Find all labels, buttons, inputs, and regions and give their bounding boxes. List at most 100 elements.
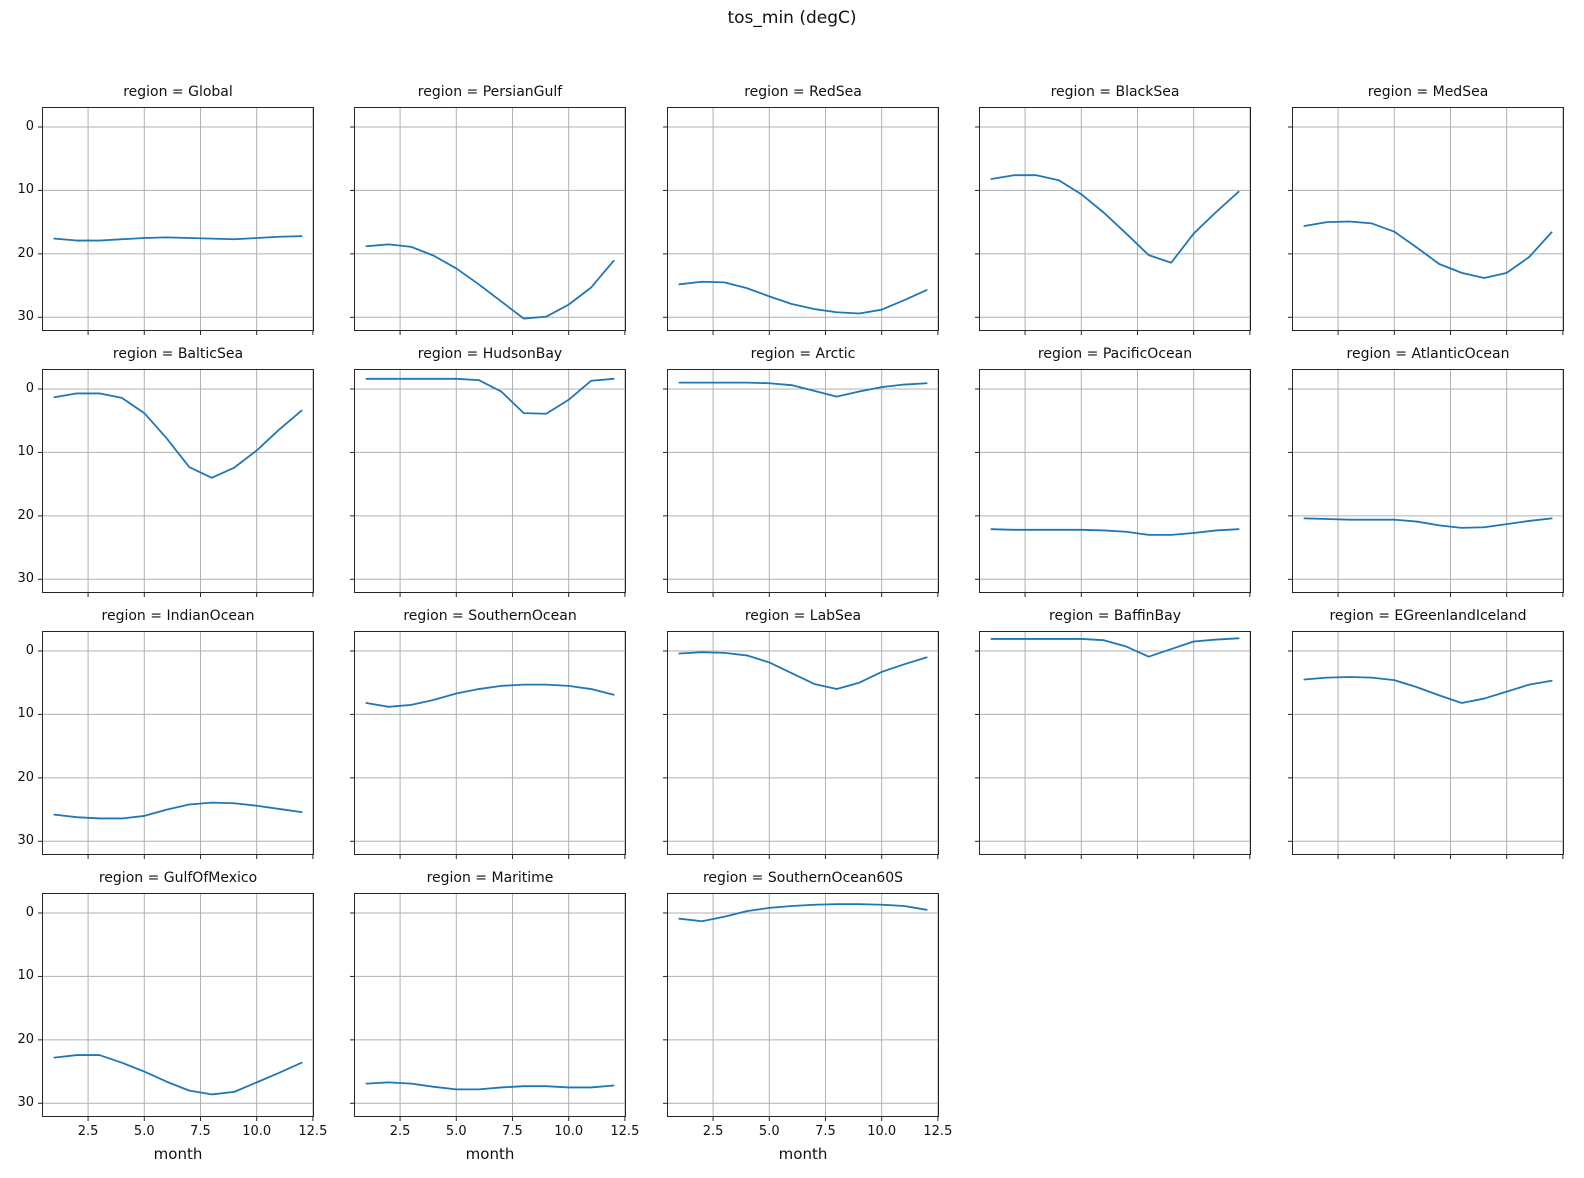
axes-frame — [1292, 369, 1564, 593]
facet-plot-BlackSea — [975, 107, 1251, 335]
tick-marks — [350, 912, 626, 1121]
line-series-BaffinBay — [990, 637, 1240, 658]
axes-frame — [354, 107, 626, 331]
x-tick-label: 10.0 — [867, 1124, 897, 1139]
axes-frame — [42, 369, 314, 593]
facet-title-MedSea: region = MedSea — [1367, 84, 1489, 100]
x-tick-label: 7.5 — [815, 1124, 836, 1139]
x-tick-label: 7.5 — [190, 1124, 211, 1139]
gridlines — [354, 631, 626, 855]
facet-plot-SouthernOcean60S — [663, 893, 939, 1121]
y-tick-label: 30 — [17, 1095, 34, 1111]
line-series-Arctic — [678, 381, 928, 398]
y-tick-label: 30 — [17, 571, 34, 587]
facet-plot-BalticSea — [38, 369, 314, 597]
tick-marks — [1288, 650, 1564, 859]
y-tick-label: 10 — [17, 968, 34, 984]
axes-frame — [42, 631, 314, 855]
x-tick-label: 12.5 — [298, 1124, 328, 1139]
facet-plot-IndianOcean — [38, 631, 314, 859]
tick-marks — [975, 388, 1251, 597]
gridlines — [979, 107, 1251, 331]
facet-plot-Global — [38, 107, 314, 335]
line-series-LabSea — [678, 651, 928, 690]
gridlines — [667, 893, 939, 1117]
x-tick-label: 7.5 — [502, 1124, 523, 1139]
tick-marks — [38, 650, 314, 859]
x-tick-label: 2.5 — [77, 1124, 99, 1139]
gridlines — [667, 631, 939, 855]
facet-plot-LabSea — [663, 631, 939, 859]
axes-frame — [354, 369, 626, 593]
y-tick-label: 0 — [25, 380, 34, 396]
y-tick-label: 30 — [17, 309, 34, 325]
x-axis-label: month — [153, 1145, 203, 1163]
tick-marks — [38, 126, 314, 335]
facet-plot-BaffinBay — [975, 631, 1251, 859]
y-tick-label: 20 — [17, 1031, 34, 1047]
line-series-EGreenlandIceland — [1303, 676, 1553, 704]
axes-frame — [667, 631, 939, 855]
facet-plot-MedSea — [1288, 107, 1564, 335]
facet-title-Maritime: region = Maritime — [426, 870, 554, 886]
facet-title-SouthernOcean60S: region = SouthernOcean60S — [702, 870, 904, 886]
y-tick-label: 10 — [17, 706, 34, 722]
axes-frame — [354, 893, 626, 1117]
tick-marks — [350, 650, 626, 859]
tick-marks — [975, 126, 1251, 335]
gridlines — [42, 369, 314, 593]
figure-title: tos_min (degC) — [727, 8, 857, 28]
tick-marks — [1288, 126, 1564, 335]
tick-marks — [663, 912, 939, 1121]
facet-title-AtlanticOcean: region = AtlanticOcean — [1346, 346, 1510, 362]
facet-plot-PersianGulf — [350, 107, 626, 335]
axes-frame — [42, 893, 314, 1117]
gridlines — [667, 369, 939, 593]
y-tick-label: 0 — [25, 118, 34, 134]
gridlines — [42, 631, 314, 855]
tick-marks — [350, 388, 626, 597]
x-tick-label: 12.5 — [610, 1124, 640, 1139]
facet-plot-EGreenlandIceland — [1288, 631, 1564, 859]
line-series-PersianGulf — [365, 243, 615, 320]
facet-plot-HudsonBay — [350, 369, 626, 597]
tick-marks — [38, 388, 314, 597]
x-tick-label: 2.5 — [389, 1124, 411, 1139]
line-series-AtlanticOcean — [1303, 517, 1553, 529]
x-axis-label: month — [778, 1145, 828, 1163]
axes-frame — [667, 107, 939, 331]
facet-plot-RedSea — [663, 107, 939, 335]
line-series-PacificOcean — [990, 528, 1240, 536]
axes-frame — [1292, 107, 1564, 331]
facet-title-IndianOcean: region = IndianOcean — [101, 608, 255, 624]
x-tick-label: 12.5 — [923, 1124, 953, 1139]
facet-plot-SouthernOcean — [350, 631, 626, 859]
line-series-SouthernOcean60S — [678, 903, 928, 923]
y-tick-label: 10 — [17, 182, 34, 198]
gridlines — [979, 631, 1251, 855]
gridlines — [354, 369, 626, 593]
facet-title-BlackSea: region = BlackSea — [1050, 84, 1180, 100]
y-tick-label: 30 — [17, 833, 34, 849]
y-tick-label: 20 — [17, 769, 34, 785]
axes-frame — [667, 893, 939, 1117]
facet-title-GulfOfMexico: region = GulfOfMexico — [98, 870, 258, 886]
line-series-BalticSea — [53, 392, 303, 479]
line-series-SouthernOcean — [365, 683, 615, 708]
line-series-IndianOcean — [53, 801, 303, 820]
tick-marks — [350, 126, 626, 335]
facet-plot-AtlanticOcean — [1288, 369, 1564, 597]
gridlines — [979, 369, 1251, 593]
gridlines — [354, 107, 626, 331]
line-series-Maritime — [365, 1081, 615, 1091]
axes-frame — [979, 631, 1251, 855]
x-tick-label: 10.0 — [242, 1124, 272, 1139]
axes-frame — [667, 369, 939, 593]
axes-frame — [979, 369, 1251, 593]
tick-marks — [663, 126, 939, 335]
facet-title-SouthernOcean: region = SouthernOcean — [403, 608, 577, 624]
facet-plot-Maritime — [350, 893, 626, 1121]
x-tick-label: 5.0 — [133, 1124, 155, 1139]
x-tick-label: 5.0 — [758, 1124, 780, 1139]
